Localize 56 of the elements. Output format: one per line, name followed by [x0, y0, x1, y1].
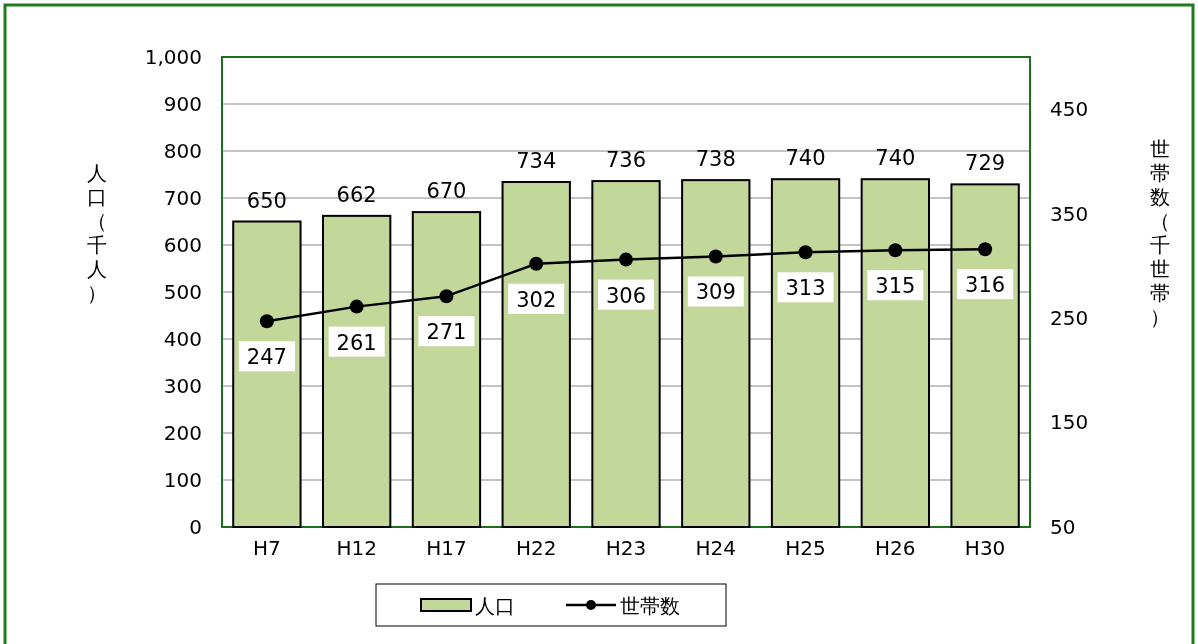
x-tick-label: H26	[875, 536, 916, 561]
data-label: 247	[246, 345, 287, 370]
y-tick-label: 0	[189, 514, 202, 539]
data-label: 271	[426, 320, 467, 345]
y-tick-label: 100	[163, 467, 202, 492]
y-tick-label: 200	[163, 420, 202, 445]
y-tick-label: 500	[163, 279, 202, 304]
y-tick-label: 400	[163, 326, 202, 351]
data-label: 306	[605, 283, 647, 308]
data-label: 302	[516, 287, 557, 312]
x-tick-label: H17	[426, 536, 467, 561]
x-tick-label: H23	[605, 536, 647, 561]
y2-tick-label: 150	[1050, 410, 1089, 435]
y2-tick-label: 350	[1050, 201, 1089, 226]
point	[619, 252, 633, 267]
legend-label: 人口	[475, 594, 515, 618]
point	[888, 243, 903, 258]
data-label: 315	[875, 274, 916, 299]
y2-tick-label: 450	[1050, 97, 1089, 122]
y-tick-label: 800	[163, 138, 202, 163]
data-label: 738	[695, 147, 736, 172]
data-label: 313	[785, 276, 826, 301]
data-label: 261	[336, 330, 377, 355]
y-tick-label: 900	[163, 91, 202, 116]
legend-label: 世帯数	[620, 594, 680, 618]
y-tick-label: 600	[163, 232, 202, 257]
y-tick-label: 1,000	[144, 44, 202, 69]
data-label: 650	[246, 188, 287, 213]
y-tick-label: 700	[163, 185, 202, 210]
y2-axis-title: 世帯数（千世帯）	[1150, 137, 1170, 329]
y2-tick-label: 250	[1050, 306, 1089, 331]
data-label: 729	[965, 151, 1006, 176]
x-tick-label: H24	[695, 536, 737, 561]
data-label: 316	[965, 273, 1006, 298]
point	[798, 245, 813, 260]
point	[259, 314, 274, 329]
point	[708, 249, 723, 264]
data-label: 662	[336, 182, 377, 207]
data-label: 740	[785, 146, 826, 171]
y-axis-title: 人口（千人）	[87, 161, 107, 305]
y-tick-label: 300	[163, 373, 202, 398]
x-tick-label: H7	[253, 536, 281, 561]
data-label: 736	[605, 148, 647, 173]
data-label: 734	[516, 149, 557, 174]
data-label: 309	[695, 280, 736, 305]
x-tick-label: H30	[964, 536, 1006, 561]
x-tick-label: H22	[515, 536, 557, 561]
point	[349, 299, 364, 314]
x-tick-label: H25	[785, 536, 826, 561]
y2-tick-label: 50	[1050, 514, 1076, 539]
point	[978, 242, 993, 257]
data-label: 740	[875, 146, 916, 171]
point	[439, 289, 454, 304]
data-label: 670	[426, 179, 467, 204]
x-tick-label: H12	[336, 536, 377, 561]
point	[529, 256, 544, 271]
